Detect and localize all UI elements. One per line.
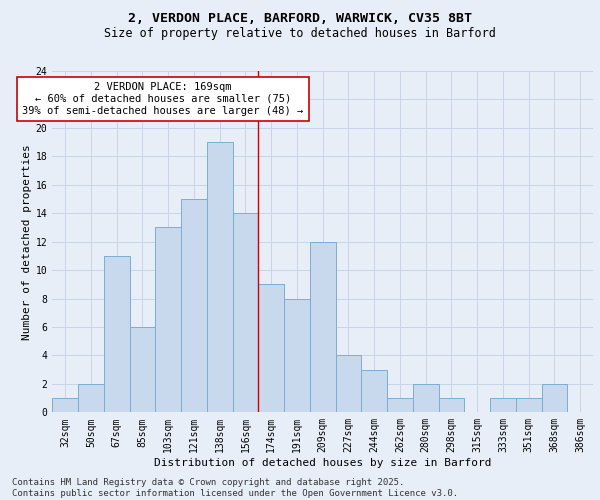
Bar bbox=[233, 213, 259, 412]
X-axis label: Distribution of detached houses by size in Barford: Distribution of detached houses by size … bbox=[154, 458, 491, 468]
Bar bbox=[284, 298, 310, 412]
Bar bbox=[130, 327, 155, 412]
Text: Contains HM Land Registry data © Crown copyright and database right 2025.
Contai: Contains HM Land Registry data © Crown c… bbox=[12, 478, 458, 498]
Bar bbox=[78, 384, 104, 412]
Bar bbox=[155, 228, 181, 412]
Bar bbox=[310, 242, 335, 412]
Bar bbox=[516, 398, 542, 412]
Bar bbox=[439, 398, 464, 412]
Bar bbox=[542, 384, 568, 412]
Bar bbox=[181, 199, 207, 412]
Y-axis label: Number of detached properties: Number of detached properties bbox=[22, 144, 32, 340]
Bar bbox=[490, 398, 516, 412]
Bar bbox=[413, 384, 439, 412]
Bar bbox=[335, 356, 361, 412]
Text: 2 VERDON PLACE: 169sqm
← 60% of detached houses are smaller (75)
39% of semi-det: 2 VERDON PLACE: 169sqm ← 60% of detached… bbox=[22, 82, 304, 116]
Bar bbox=[259, 284, 284, 412]
Bar bbox=[361, 370, 387, 412]
Text: Size of property relative to detached houses in Barford: Size of property relative to detached ho… bbox=[104, 28, 496, 40]
Bar bbox=[207, 142, 233, 412]
Bar bbox=[387, 398, 413, 412]
Bar bbox=[52, 398, 78, 412]
Text: 2, VERDON PLACE, BARFORD, WARWICK, CV35 8BT: 2, VERDON PLACE, BARFORD, WARWICK, CV35 … bbox=[128, 12, 472, 26]
Bar bbox=[104, 256, 130, 412]
